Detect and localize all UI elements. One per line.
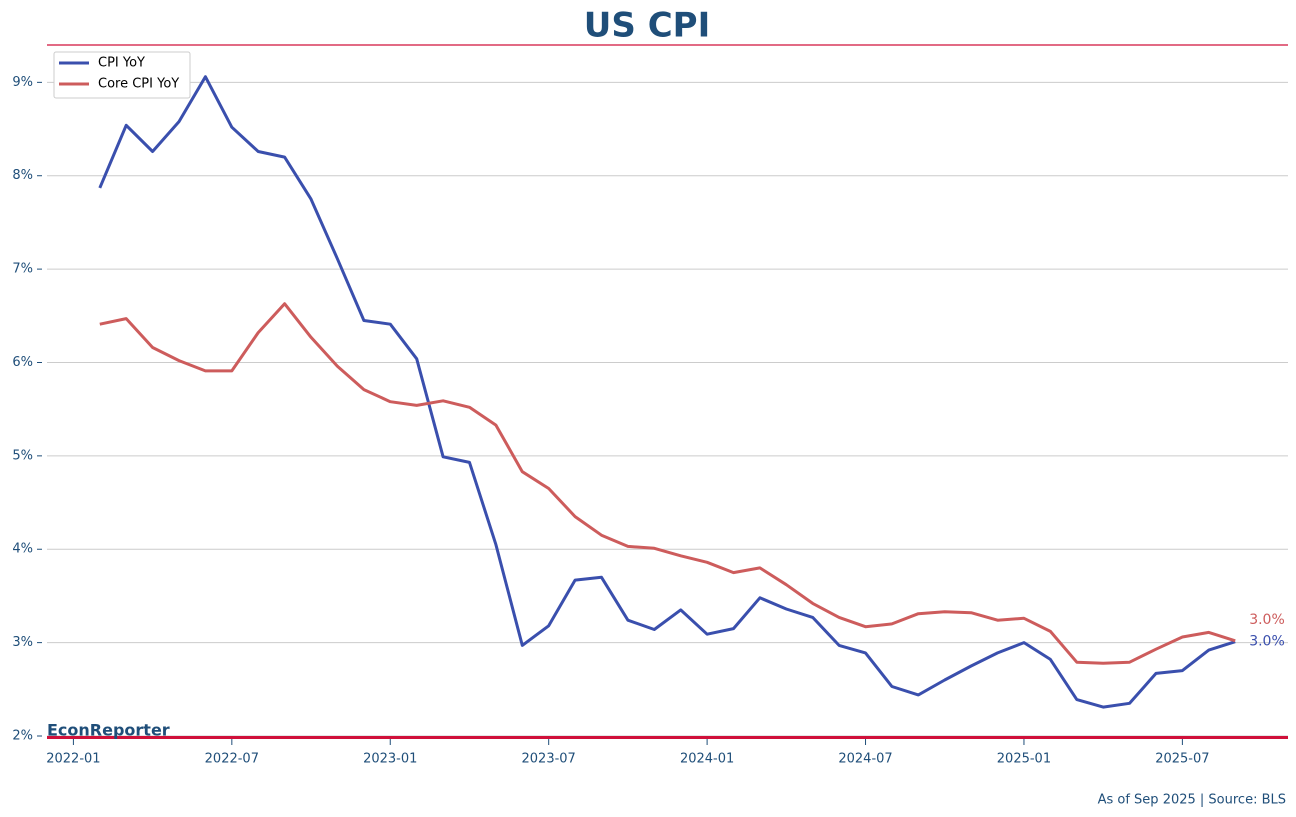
- y-tick-label: 3%: [12, 635, 33, 650]
- legend: CPI YoY Core CPI YoY: [53, 51, 191, 99]
- x-tick-label: 2023-01: [363, 752, 417, 767]
- x-tick-label: 2022-07: [205, 752, 259, 767]
- series-line: [98, 75, 1236, 709]
- y-tick-label: 9%: [12, 75, 33, 90]
- legend-label: Core CPI YoY: [98, 77, 179, 92]
- x-tick-label: 2025-01: [997, 752, 1051, 767]
- chart-title: US CPI: [584, 6, 710, 46]
- x-tick-label: 2025-07: [1155, 752, 1209, 767]
- x-tick-label: 2024-01: [680, 752, 734, 767]
- end-label: 3.0%: [1249, 612, 1285, 628]
- watermark: EconReporter: [47, 721, 170, 740]
- y-tick-label: 6%: [12, 355, 33, 370]
- end-label: 3.0%: [1249, 634, 1285, 650]
- y-tick-label: 5%: [12, 448, 33, 463]
- y-tick-label: 7%: [12, 262, 33, 277]
- legend-label: CPI YoY: [98, 56, 145, 71]
- x-tick-label: 2023-07: [522, 752, 576, 767]
- y-tick-label: 2%: [12, 729, 33, 744]
- y-tick-label: 8%: [12, 168, 33, 183]
- series-line: [99, 302, 1236, 665]
- footnote: As of Sep 2025 | Source: BLS: [1098, 793, 1286, 808]
- x-tick-label: 2024-07: [838, 752, 892, 767]
- x-tick-label: 2022-01: [46, 752, 100, 767]
- plot-area: 2% 3% 4% 5% 6% 7% 8% 9% 2022-01 2022-07 2023-01 202…: [12, 51, 1288, 767]
- y-tick-label: 4%: [12, 542, 33, 557]
